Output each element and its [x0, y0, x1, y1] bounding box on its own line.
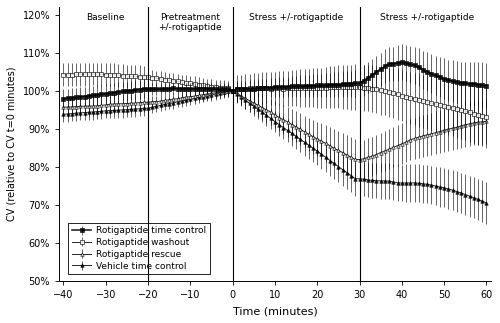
- Text: Pretreatment
+/-rotigaptide: Pretreatment +/-rotigaptide: [158, 13, 222, 32]
- Text: Stress +/-rotigaptide: Stress +/-rotigaptide: [249, 13, 343, 22]
- Y-axis label: CV (relative to CV t=0 minutes): CV (relative to CV t=0 minutes): [7, 67, 17, 222]
- Text: Stress +/-rotigaptide: Stress +/-rotigaptide: [380, 13, 474, 22]
- Legend: Rotigaptide time control, Rotigaptide washout, Rotigaptide rescue, Vehicle time : Rotigaptide time control, Rotigaptide wa…: [68, 223, 210, 274]
- X-axis label: Time (minutes): Time (minutes): [232, 306, 318, 316]
- Text: Baseline: Baseline: [86, 13, 125, 22]
